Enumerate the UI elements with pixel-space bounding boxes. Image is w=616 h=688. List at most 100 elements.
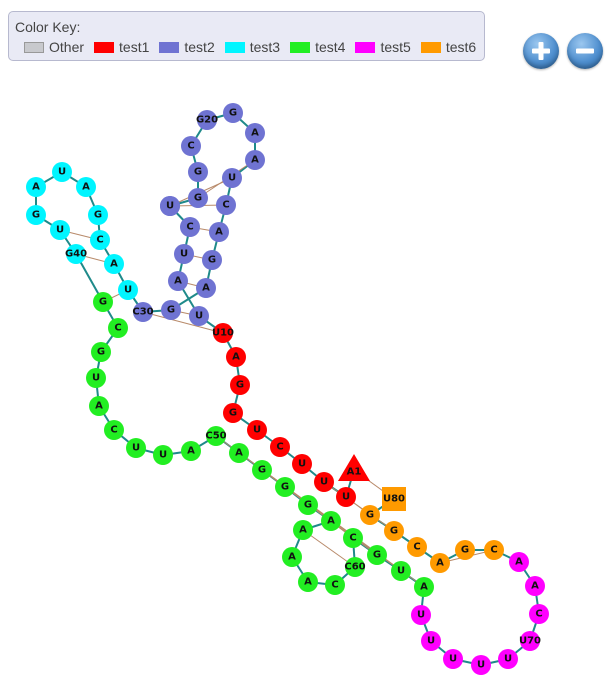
nucleotide-56: A	[293, 520, 313, 540]
nucleotide-letter: U	[195, 311, 203, 322]
nucleotide-circle	[509, 552, 529, 572]
nucleotide-22: A	[245, 123, 265, 143]
nucleotide-circle	[282, 547, 302, 567]
nucleotide-circle	[226, 347, 246, 367]
zoom-in-button[interactable]	[523, 33, 559, 69]
nucleotide-circle	[168, 271, 188, 291]
nucleotide-letter: A	[304, 577, 312, 588]
nucleotide-circle	[471, 655, 491, 675]
nucleotide-letter: G	[208, 255, 216, 266]
nucleotide-11: U	[189, 306, 209, 326]
nucleotide-circle	[126, 438, 146, 458]
nucleotide-circle	[292, 454, 312, 474]
base-pair-link	[284, 486, 354, 539]
nucleotide-letter: C	[535, 609, 542, 620]
nucleotide-17: G	[188, 188, 208, 208]
nucleotide-circle	[26, 177, 46, 197]
nucleotide-letter: A	[235, 448, 243, 459]
nucleotide-letter: U	[92, 373, 100, 384]
nucleotide-60: C60	[344, 557, 366, 577]
nucleotide-19: C	[181, 136, 201, 156]
legend-label: test2	[184, 39, 215, 55]
nucleotide-63: U	[391, 561, 411, 581]
nucleotide-39: U	[50, 220, 70, 240]
nucleotide-circle	[529, 604, 549, 624]
nucleotide-letter: A	[187, 446, 195, 457]
legend-swatch	[224, 41, 245, 53]
nucleotide-letter: U80	[383, 494, 405, 505]
nucleotide-circle	[160, 196, 180, 216]
nucleotide-16: U	[160, 196, 180, 216]
nucleotide-letter: A	[288, 552, 296, 563]
nucleotide-circle	[104, 420, 124, 440]
nucleotide-letter: U	[166, 201, 174, 212]
nucleotide-circle	[196, 278, 216, 298]
nucleotide-40: G40	[65, 244, 87, 264]
nucleotide-letter: G	[258, 465, 266, 476]
nucleotide-circle	[213, 323, 233, 343]
nucleotide-circle	[345, 557, 365, 577]
nucleotide-circle	[275, 477, 295, 497]
nucleotide-62: G	[367, 545, 387, 565]
legend-label: test6	[445, 39, 477, 55]
nucleotide-52: G	[252, 460, 272, 480]
legend-item-test1: test1	[94, 39, 149, 55]
nucleotide-43: G	[91, 342, 111, 362]
nucleotide-61: C	[343, 528, 363, 548]
nucleotide-circle	[411, 605, 431, 625]
nucleotide-53: G	[275, 477, 295, 497]
nucleotide-letter: C	[490, 545, 497, 556]
nucleotide-44: U	[86, 368, 106, 388]
nucleotide-10: U10	[212, 323, 234, 343]
nucleotide-79: G	[360, 505, 380, 525]
nucleotide-circle	[90, 230, 110, 250]
nucleotide-12: A	[168, 271, 188, 291]
nucleotide-8: G	[230, 375, 250, 395]
nucleotide-letter: A	[174, 276, 182, 287]
nucleotide-circle	[180, 217, 200, 237]
nucleotide-37: A	[26, 177, 46, 197]
nucleotide-27: G	[202, 250, 222, 270]
nucleotide-circle	[181, 136, 201, 156]
nucleotide-letter: U	[417, 610, 425, 621]
nucleotide-letter: U70	[519, 636, 541, 647]
nucleotide-circle	[343, 528, 363, 548]
nucleotide-letter: C30	[132, 307, 153, 318]
nucleotide-35: A	[76, 177, 96, 197]
nucleotide-circle	[91, 342, 111, 362]
nucleotide-letter: U	[253, 425, 261, 436]
nucleotide-58: A	[298, 572, 318, 592]
nucleotide-circle	[181, 441, 201, 461]
nucleotide-circle	[216, 195, 236, 215]
nucleotide-circle	[245, 123, 265, 143]
nucleotide-75: G	[455, 540, 475, 560]
nucleotide-letter: A	[110, 259, 118, 270]
nucleotide-triangle-marker	[338, 454, 370, 481]
nucleotide-letter: U	[342, 492, 350, 503]
nucleotide-letter: U	[397, 566, 405, 577]
nucleotide-circle	[321, 511, 341, 531]
nucleotide-7: G	[223, 403, 243, 423]
nucleotide-circle	[188, 162, 208, 182]
nucleotide-letter: U	[228, 173, 236, 184]
nucleotide-letter: C	[96, 235, 103, 246]
nucleotide-letter: A	[32, 182, 40, 193]
nucleotide-20: G20	[196, 110, 218, 130]
nucleotide-circle	[76, 177, 96, 197]
nucleotide-letter: G	[194, 167, 202, 178]
legend-item-test3: test3	[224, 39, 280, 55]
nucleotide-47: U	[126, 438, 146, 458]
nucleotide-letter: U	[504, 654, 512, 665]
nucleotide-letter: A	[436, 558, 444, 569]
nucleotide-circle	[209, 222, 229, 242]
nucleotide-5: C	[270, 437, 290, 457]
nucleotide-letter: C	[110, 425, 117, 436]
nucleotide-letter: G	[229, 108, 237, 119]
legend-swatch	[159, 41, 180, 53]
legend-label: test4	[315, 39, 346, 55]
zoom-out-button[interactable]	[567, 33, 603, 69]
nucleotide-32: A	[104, 254, 124, 274]
nucleotide-31: U	[118, 280, 138, 300]
nucleotide-circle	[197, 110, 217, 130]
nucleotide-circle	[384, 521, 404, 541]
